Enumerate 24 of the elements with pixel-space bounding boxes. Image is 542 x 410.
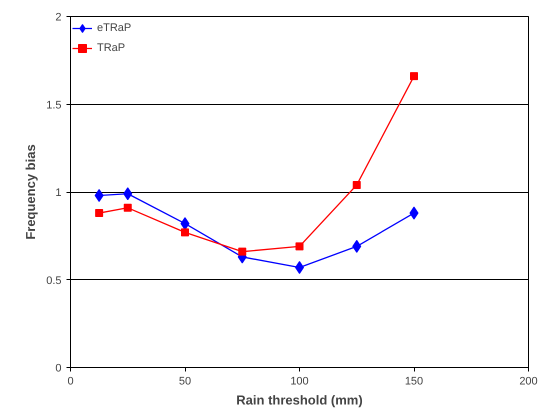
x-tick-label: 150 [404,376,424,388]
point [124,204,132,212]
point [352,240,362,253]
x-tick-label: 0 [67,376,74,388]
y-tick-label: 1 [55,187,62,199]
point [95,209,104,218]
point [123,187,132,200]
point [181,228,189,236]
point [352,180,361,189]
point [238,248,246,256]
legend-label: eTRaP [97,22,132,34]
x-tick-label: 100 [290,376,309,388]
legend-label: TRaP [97,42,126,54]
y-tick-label: 0 [55,362,62,374]
y-tick-label: 1.5 [46,99,62,112]
x-axis-title: Rain threshold (mm) [236,392,363,408]
point [296,242,304,250]
y-axis-title: Frequency bias [23,144,38,240]
x-tick-label: 50 [178,376,192,388]
x-tick-label: 200 [519,376,538,388]
point [410,72,418,80]
point [94,189,104,202]
y-tick-label: 0.5 [46,274,62,287]
y-tick-label: 2 [55,12,62,24]
